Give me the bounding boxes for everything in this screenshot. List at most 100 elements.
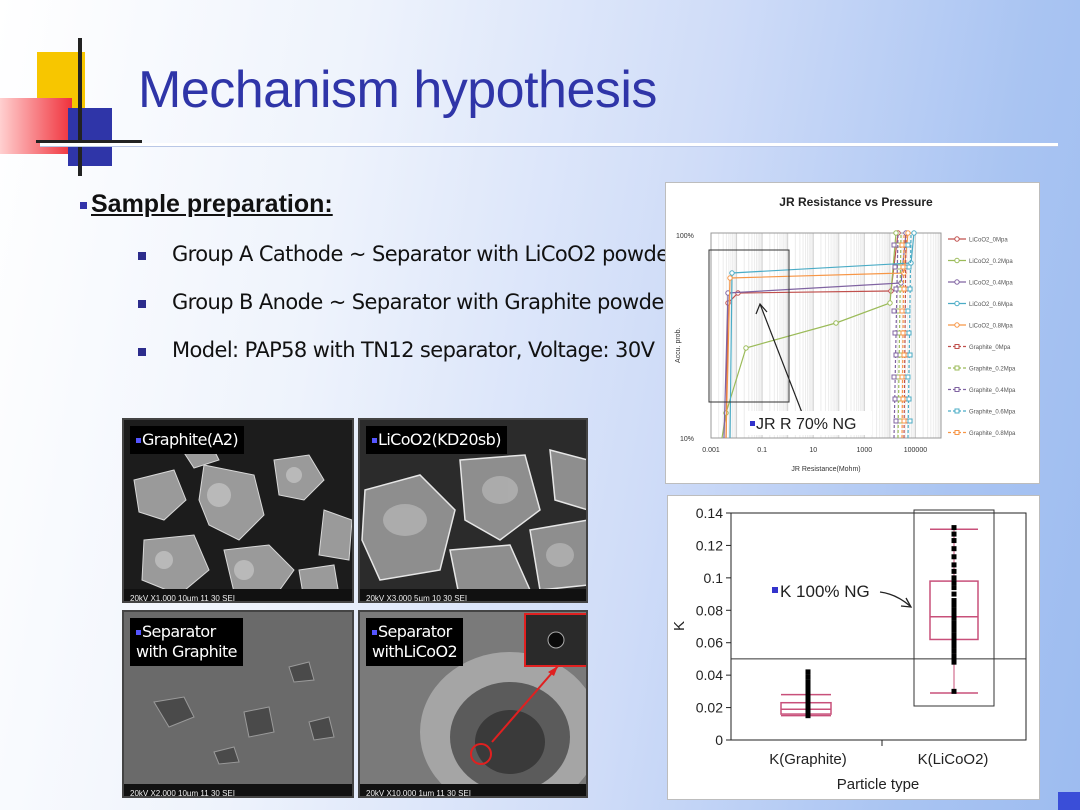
chart2-ytick-label: 0: [715, 732, 723, 748]
chart1-annotation-bg: [746, 411, 872, 435]
chart1-xtick-label: 0.001: [702, 447, 720, 454]
chart2-point: [951, 648, 957, 654]
chart1-point: [893, 230, 899, 236]
slide-nav-corner[interactable]: [1058, 792, 1080, 810]
jr-resistance-chart-svg: JR Resistance vs Pressure 100% 10% Accu.…: [675, 195, 1016, 473]
sem-label-line1: Separator: [142, 622, 216, 641]
chart2-point: [805, 683, 811, 689]
bullet-square-icon: [372, 438, 377, 443]
chart1-point: [891, 308, 897, 314]
title-divider: [40, 143, 1058, 146]
chart2-point: [951, 568, 957, 574]
chart1-legend: LiCoO2_0Mpa LiCoO2_0.2Mpa LiCoO2_0.4Mpa LiC…: [948, 236, 1016, 437]
chart1-legend-marker: [954, 408, 960, 414]
sem-label-line2: withLiCoO2: [372, 642, 458, 661]
chart1-point: [899, 242, 905, 248]
chart2-point: [951, 591, 957, 597]
bullet-square-icon: [138, 300, 146, 308]
chart2-xtick-label: K(Graphite): [769, 751, 847, 768]
chart2-point: [951, 643, 957, 649]
chart2-point: [805, 679, 811, 685]
sem-footer: 20kV X3,000 5µm 10 30 SEI: [366, 594, 467, 603]
chart1-legend-marker: [954, 430, 960, 435]
chart1-point: [911, 230, 917, 236]
page-title: Mechanism hypothesis: [138, 61, 657, 119]
chart2-point: [951, 546, 957, 552]
sem-label-line2: with Graphite: [136, 642, 237, 661]
sem-label: LiCoO2(KD20sb): [366, 426, 507, 454]
chart2-point: [805, 693, 811, 699]
chart1-legend-marker: [954, 344, 960, 349]
sem-footer: 20kV X10,000 1µm 11 30 SEI: [366, 789, 471, 798]
chart1-point: [900, 330, 906, 336]
chart2-boxes: [780, 528, 979, 717]
chart1-series-line: [725, 232, 909, 439]
chart1-point: [833, 320, 839, 326]
chart1-ylabel: Accu. prob.: [675, 328, 682, 363]
jr-resistance-chart: JR Resistance vs Pressure 100% 10% Accu.…: [665, 182, 1040, 484]
chart1-legend-marker: [954, 300, 960, 307]
chart2-yticks: 0 0.02 0.04 0.06 0.08 0.1 0.12 0.14: [696, 505, 731, 748]
chart1-point: [905, 374, 911, 380]
chart1-point: [907, 286, 913, 292]
sem-label-line1: Separator: [378, 622, 452, 641]
chart1-series-line: [723, 232, 907, 439]
chart2-point: [951, 531, 957, 537]
bullet-text: Model: PAP58 with TN12 separator, Voltag…: [172, 338, 655, 362]
sem-footer: 20kV X2,000 10µm 11 30 SEI: [130, 789, 235, 798]
chart2-arrowhead: [900, 597, 913, 608]
chart2-point: [951, 632, 957, 638]
bullet-square-icon: [372, 630, 377, 635]
chart1-point: [900, 396, 906, 402]
chart2-point: [951, 624, 957, 629]
chart1-point: [893, 286, 899, 292]
chart1-point: [898, 280, 904, 286]
chart1-legend-label: Graphite_0.6Mpa: [969, 410, 1016, 416]
chart1-point: [893, 352, 899, 358]
chart2-xticks: K(Graphite) K(LiCoO2): [769, 740, 988, 768]
chart1-point: [729, 270, 735, 276]
sem-image-graphite: 20kV X1,000 10µm 11 30 SEI Graphite(A2): [122, 418, 354, 603]
chart2-ytick-label: 0.04: [696, 667, 723, 683]
chart1-series-line: [729, 232, 915, 439]
chart2-point: [951, 640, 957, 646]
bullet-text: Group B Anode ~ Separator with Graphite …: [172, 290, 672, 314]
k-boxplot-svg: 0 0.02 0.04 0.06 0.08 0.1 0.12 0.14 K K(Graphit…: [671, 505, 1027, 793]
sem-footer: 20kV X1,000 10µm 11 30 SEI: [130, 594, 235, 603]
chart1-legend-marker: [954, 322, 960, 328]
chart1-title: JR Resistance vs Pressure: [779, 195, 933, 209]
corner-decoration: [0, 0, 150, 180]
chart1-point: [892, 330, 898, 336]
chart2-ylabel: K: [671, 621, 688, 631]
chart2-point: [951, 554, 957, 560]
chart2-point: [951, 538, 957, 544]
sem-image-separator-graphite: 20kV X2,000 10µm 11 30 SEI Separator with…: [122, 610, 354, 798]
chart1-point: [892, 396, 898, 402]
chart2-point: [951, 598, 957, 604]
chart1-point: [891, 242, 897, 248]
chart2-ytick-label: 0.08: [696, 602, 723, 618]
chart1-xtick-label: 10: [809, 447, 817, 454]
chart2-point: [951, 620, 957, 626]
chart1-point: [896, 396, 902, 402]
chart2-ytick-label: 0.1: [704, 570, 724, 586]
chart1-xtick-label: 100000: [904, 447, 927, 454]
chart2-annotation-arrow: [879, 591, 911, 607]
chart1-point: [897, 286, 903, 292]
bullet-square-icon: [138, 348, 146, 356]
chart2-point: [805, 696, 811, 702]
bullet-square-icon: [136, 438, 141, 443]
chart1-plot-area: [710, 232, 942, 439]
chart2-point: [951, 525, 957, 531]
chart1-point: [907, 418, 913, 424]
chart1-legend-marker: [954, 236, 960, 242]
chart1-point: [905, 308, 911, 314]
chart2-point: [951, 688, 957, 694]
chart1-xlabel: JR Resistance(Mohm): [791, 466, 860, 473]
chart1-point: [906, 396, 912, 402]
chart2-points: [805, 525, 957, 719]
section-heading-text: Sample preparation:: [91, 190, 333, 218]
chart2-point: [951, 580, 957, 586]
chart1-point: [901, 418, 907, 424]
bullet-square-icon: [138, 252, 146, 260]
